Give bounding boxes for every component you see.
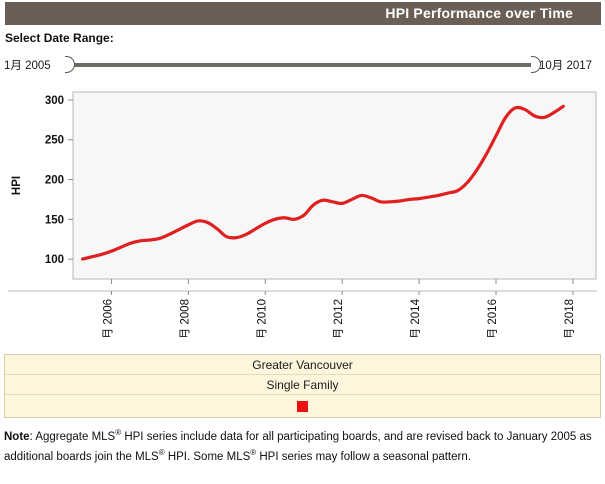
- slider-track[interactable]: [73, 63, 536, 67]
- footnote-line1-a: : Aggregate MLS: [29, 430, 116, 443]
- footnote: Note: Aggregate MLS® HPI series include …: [4, 425, 599, 465]
- registered-mark-icon: ®: [115, 428, 122, 437]
- x-axis-tick-label: 1月 2014: [410, 298, 422, 337]
- legend-property-type-label: Single Family: [266, 377, 339, 392]
- legend-row-swatch: [5, 395, 600, 417]
- footnote-line2-c: HPI series may follow a seasonal pattern…: [256, 450, 471, 463]
- footnote-line2-a: additional boards join the MLS: [4, 450, 159, 463]
- series-line: [81, 104, 565, 261]
- hpi-line-chart: 100 150 200 250 300 HPI 1月 2006 1月 2008 1月 2010 1…: [4, 82, 601, 337]
- x-axis-tick-label: 1月 2008: [179, 299, 191, 337]
- legend-row-property-type: Single Family: [5, 375, 600, 395]
- chart-legend-table: Greater Vancouver Single Family: [4, 354, 601, 418]
- x-axis-tick-label: 1月 2016: [487, 299, 499, 337]
- x-axis-tick-label: 1月 2006: [102, 299, 114, 337]
- range-end-value: 10月 2017: [539, 60, 593, 72]
- x-axis-tick-label: 1月 2010: [256, 299, 268, 337]
- legend-row-region: Greater Vancouver: [5, 355, 600, 375]
- y-axis-tick-label: 300: [45, 95, 64, 107]
- y-axis-title: HPI: [11, 176, 23, 195]
- date-range-slider[interactable]: 1月 2005 10月 2017: [4, 54, 602, 74]
- panel-title-bar: HPI Performance over Time: [5, 2, 601, 25]
- date-range-label: Select Date Range:: [5, 31, 114, 45]
- x-axis-tick-label: 1月 2012: [333, 299, 345, 337]
- footnote-prefix: Note: [4, 430, 30, 443]
- y-axis-tick-label: 250: [45, 135, 64, 147]
- chart-canvas: 100 150 200 250 300 HPI 1月 2006 1月 2008 1月 2010 1…: [8, 91, 597, 337]
- x-axis-tick-label: 1月 2018: [564, 299, 576, 337]
- y-axis-tick-label: 150: [45, 214, 64, 226]
- page-title: HPI Performance over Time: [385, 5, 573, 21]
- y-axis-tick-label: 100: [45, 254, 64, 266]
- range-start-handle[interactable]: [65, 56, 75, 73]
- registered-mark-icon-2: ®: [158, 447, 165, 457]
- registered-mark-icon-3: ®: [250, 447, 257, 457]
- legend-region-label: Greater Vancouver: [252, 357, 353, 372]
- legend-color-swatch: [297, 400, 308, 412]
- plot-area: [72, 91, 597, 280]
- y-axis-tick-label: 200: [45, 175, 64, 187]
- range-start-value: 1月 2005: [4, 60, 51, 72]
- footnote-line1-b: HPI series include data for all particip…: [121, 430, 592, 443]
- footnote-line2-b: HPI. Some MLS: [164, 450, 251, 463]
